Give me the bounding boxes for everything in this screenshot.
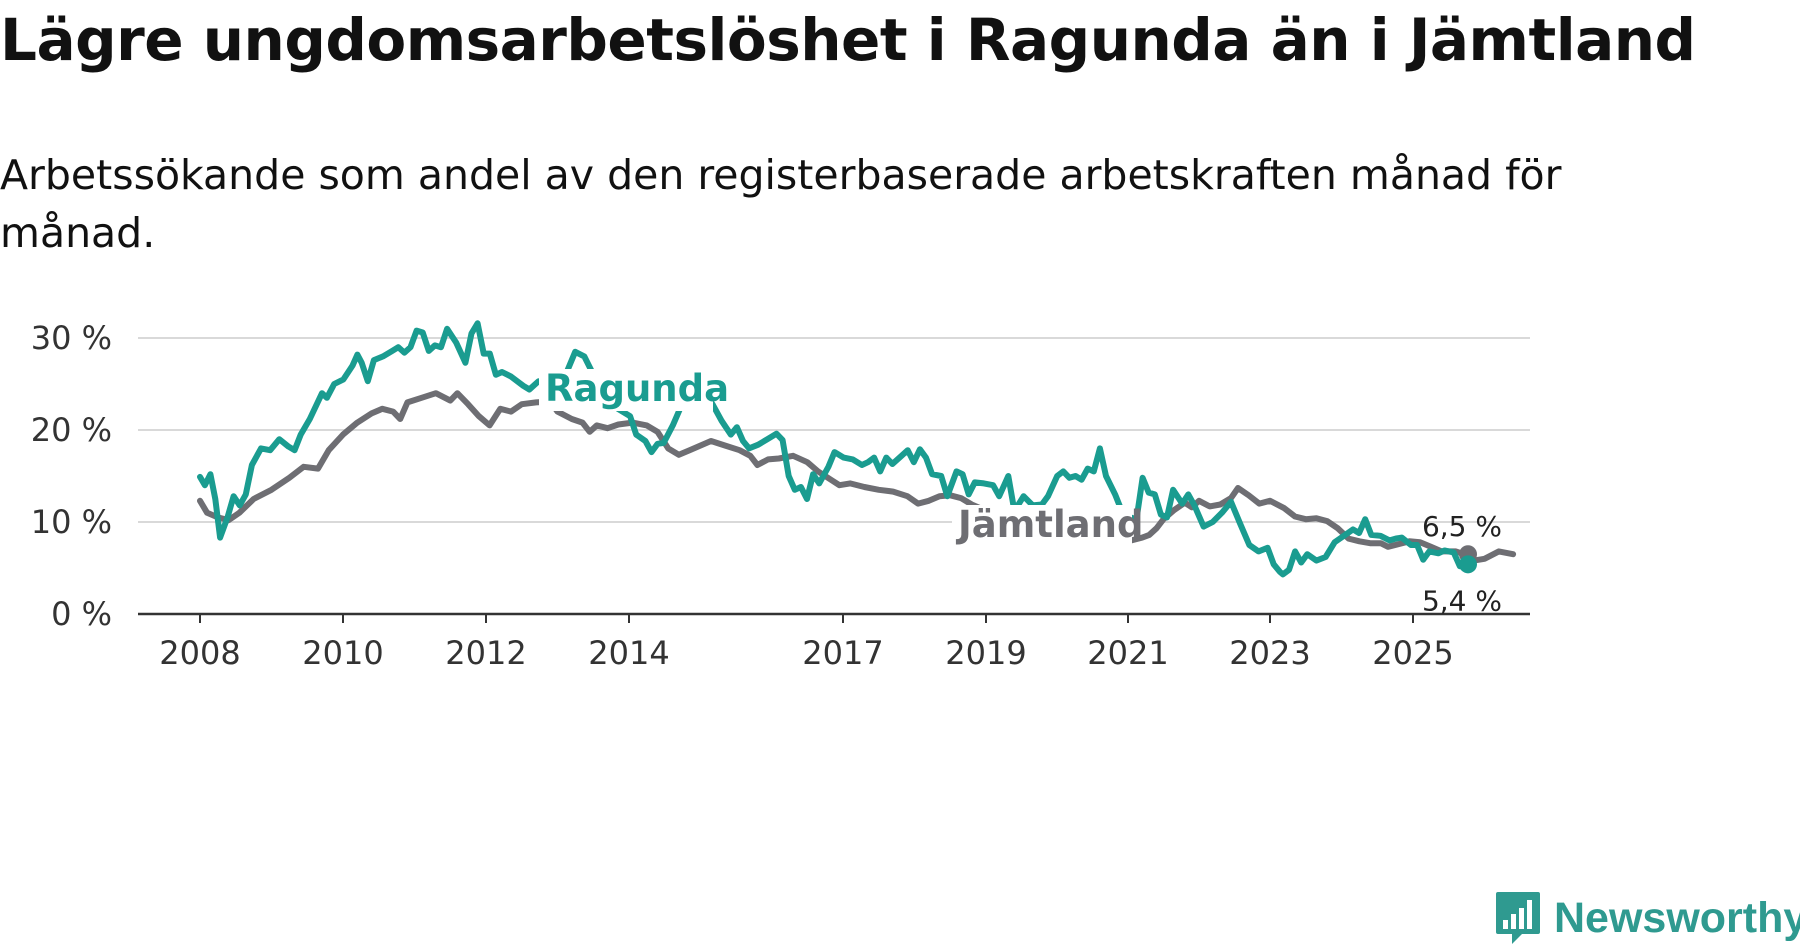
series-label-ragunda: Ragunda — [545, 367, 729, 410]
x-tick-label: 2012 — [445, 634, 526, 672]
end-label-ragunda: 5,4 % — [1422, 584, 1502, 617]
end-label-jamtland: 6,5 % — [1422, 510, 1502, 543]
series-label-background — [539, 369, 713, 411]
x-tick-label: 2014 — [588, 634, 669, 672]
series-lines — [197, 320, 1517, 578]
y-tick-label: 0 % — [51, 595, 112, 633]
axes: 0 % 10 % 20 % 30 % 2008 2010 2012 2014 2017 2019 2… — [31, 319, 1530, 672]
y-tick-label: 30 % — [31, 319, 112, 357]
y-tick-label: 20 % — [31, 411, 112, 449]
x-tick-label: 2017 — [802, 634, 883, 672]
x-tick-label: 2025 — [1372, 634, 1453, 672]
x-tick-label: 2008 — [159, 634, 240, 672]
chart-labels: Jämtland Ragunda 6,5 % 5,4 % — [539, 367, 1502, 617]
end-marker-ragunda — [1459, 555, 1477, 574]
x-tick-label: 2021 — [1087, 634, 1168, 672]
series-line-ragunda — [197, 320, 1475, 578]
x-tick-label: 2010 — [302, 634, 383, 672]
x-tick-label: 2019 — [945, 634, 1026, 672]
series-line-jamtland — [197, 390, 1517, 564]
series-label-jamtland: Jämtland — [955, 503, 1143, 546]
x-tick-label: 2023 — [1229, 634, 1310, 672]
newsworthy-logo-icon — [1496, 892, 1540, 944]
grid-lines — [138, 337, 1530, 523]
chart-title: Lägre ungdomsarbetslöshet i Ragunda än i… — [0, 6, 1696, 74]
y-tick-label: 10 % — [31, 503, 112, 541]
newsworthy-logo-text: Newsworthy — [1554, 893, 1800, 942]
series-label-background — [952, 505, 1132, 547]
newsworthy-logo: Newsworthy — [1494, 886, 1800, 950]
chart-subtitle: Arbetssökande som andel av den registerb… — [0, 151, 1562, 257]
